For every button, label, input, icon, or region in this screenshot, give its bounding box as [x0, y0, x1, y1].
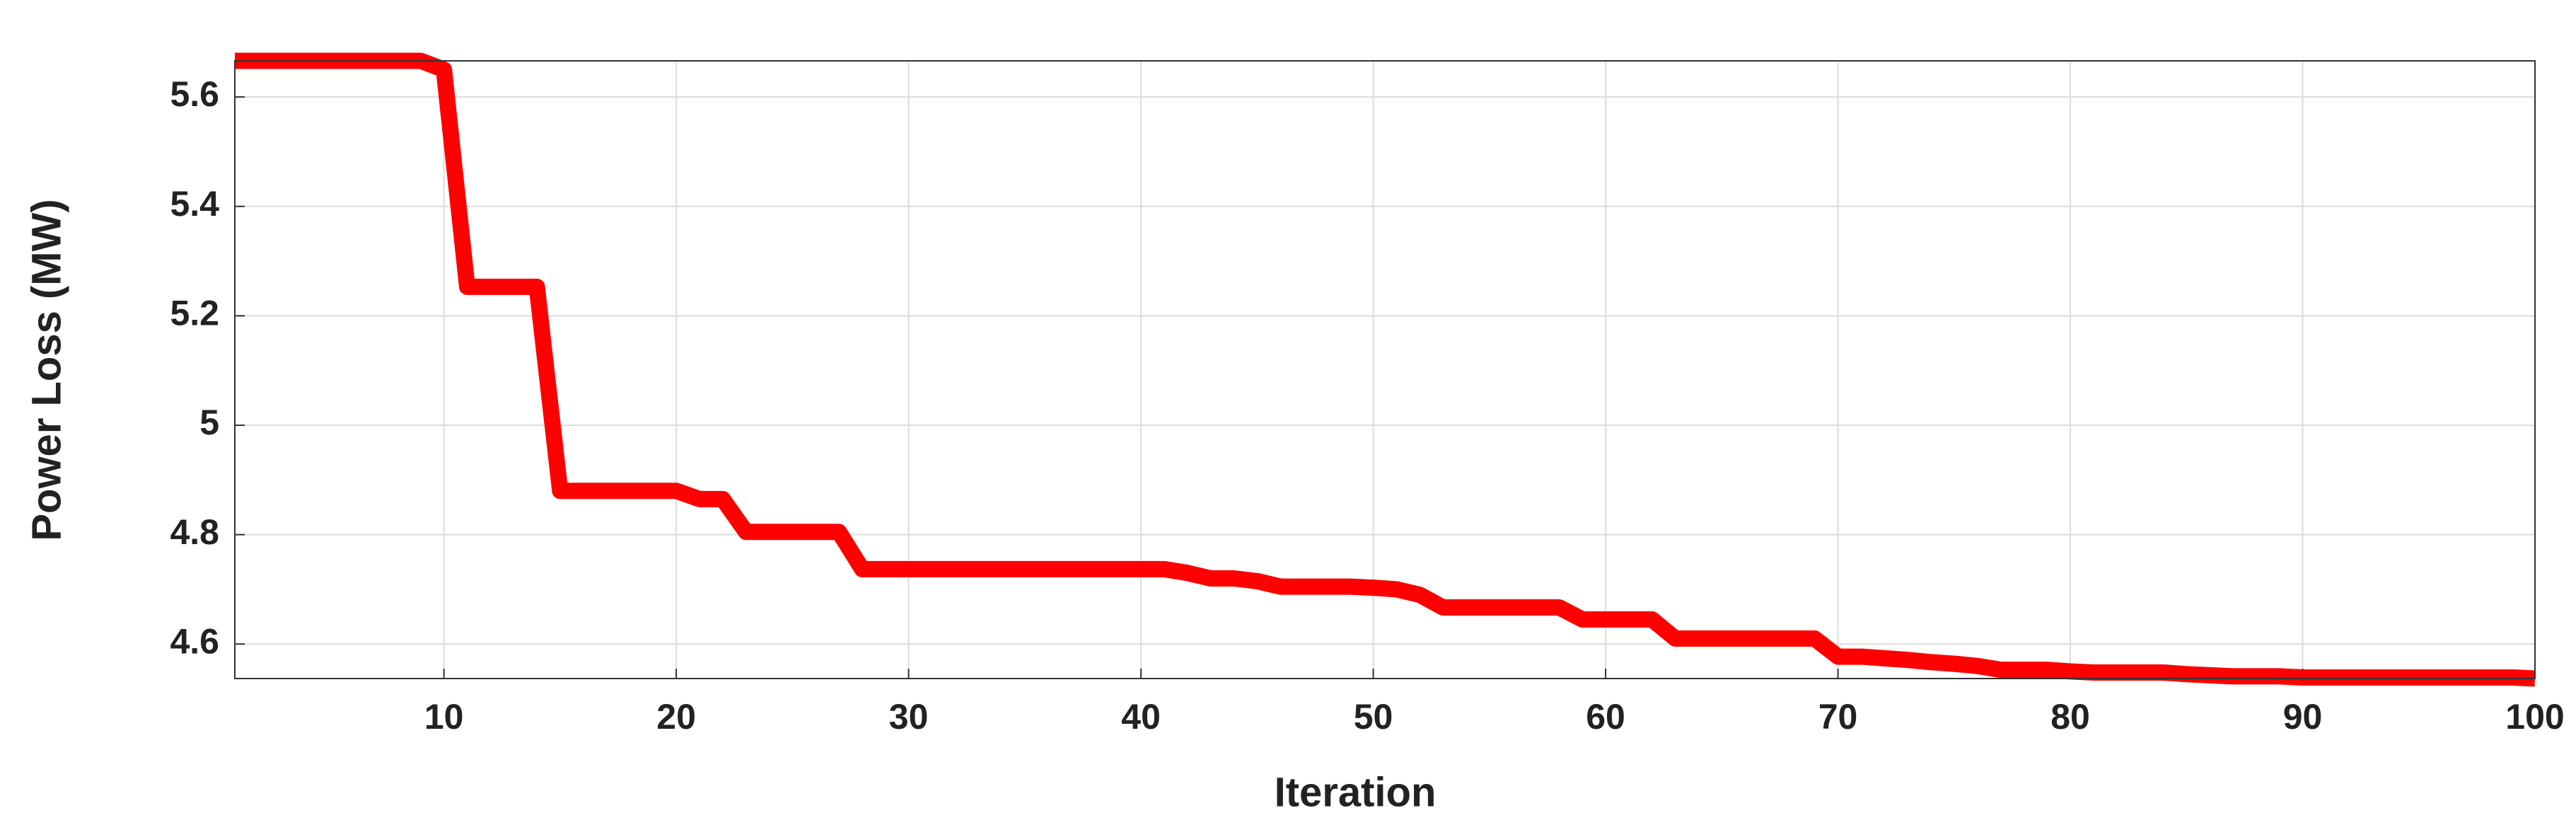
- y-tick-label: 5: [199, 403, 219, 442]
- plot-area: [235, 61, 2535, 679]
- y-tick-label: 5.4: [170, 184, 219, 224]
- x-tick-label: 30: [889, 697, 929, 737]
- x-axis-label: Iteration: [1275, 769, 1437, 815]
- x-tick-label: 50: [1354, 697, 1393, 737]
- x-tick-label: 100: [2505, 697, 2564, 737]
- x-tick-label: 60: [1586, 697, 1625, 737]
- x-tick-label: 90: [2283, 697, 2323, 737]
- y-tick-label: 4.8: [170, 512, 219, 552]
- y-tick-label: 4.6: [170, 621, 219, 661]
- y-tick-label: 5.6: [170, 74, 219, 114]
- x-tick-label: 20: [656, 697, 696, 737]
- plot-border: [234, 60, 2536, 679]
- line-series: [235, 52, 2536, 687]
- x-tick-label: 10: [424, 697, 464, 737]
- x-tick-label: 70: [1818, 697, 1858, 737]
- y-axis-label: Power Loss (MW): [23, 199, 69, 541]
- y-tick-label: 5.2: [170, 294, 219, 333]
- x-tick-label: 80: [2050, 697, 2090, 737]
- x-tick-label: 40: [1121, 697, 1161, 737]
